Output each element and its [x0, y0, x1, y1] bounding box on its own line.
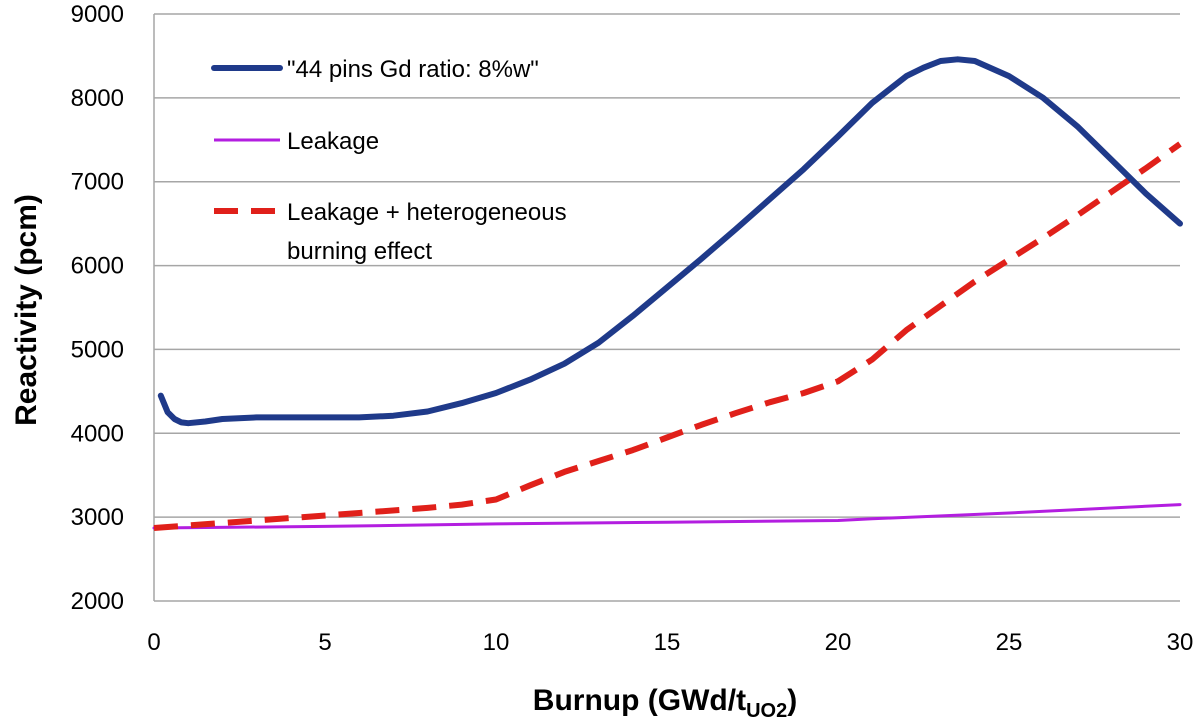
y-tick-label: 4000 — [71, 420, 124, 447]
y-tick-label: 9000 — [71, 1, 124, 28]
x-tick-label: 0 — [147, 629, 160, 656]
legend-label-series-1: "44 pins Gd ratio: 8%w" — [287, 56, 539, 83]
legend-label-series-3-line-1: Leakage + heterogeneous — [287, 199, 567, 226]
legend-label-series-3-line-2: burning effect — [287, 238, 432, 265]
series-line-2 — [152, 503, 1182, 530]
x-axis-title-subscript: UO2 — [746, 700, 787, 722]
x-tick-labels: 0 5 10 15 20 25 30 — [147, 629, 1193, 656]
series-line-3 — [153, 141, 1182, 531]
series-lines — [152, 56, 1183, 531]
x-tick-label: 30 — [1167, 629, 1194, 656]
y-tick-label: 6000 — [71, 253, 124, 280]
x-tick-label: 10 — [483, 629, 510, 656]
x-tick-label: 25 — [996, 629, 1023, 656]
y-tick-label: 2000 — [71, 588, 124, 615]
y-axis-title: Reactivity (pcm) — [10, 194, 43, 426]
y-tick-label: 3000 — [71, 504, 124, 531]
y-tick-label: 7000 — [71, 169, 124, 196]
legend: "44 pins Gd ratio: 8%w" Leakage Leakage … — [211, 56, 567, 265]
legend-label-series-2: Leakage — [287, 128, 379, 155]
x-axis-title: Burnup (GWd/tUO2) — [533, 684, 797, 722]
x-tick-label: 20 — [825, 629, 852, 656]
y-tick-labels: 2000 3000 4000 5000 6000 7000 8000 9000 — [71, 1, 124, 615]
x-axis-title-main: Burnup (GWd/t — [533, 684, 746, 717]
x-tick-label: 5 — [318, 629, 331, 656]
y-tick-label: 5000 — [71, 336, 124, 363]
x-tick-label: 15 — [654, 629, 681, 656]
y-tick-label: 8000 — [71, 85, 124, 112]
series-line-1 — [157, 56, 1183, 427]
x-axis-title-close: ) — [787, 684, 797, 717]
